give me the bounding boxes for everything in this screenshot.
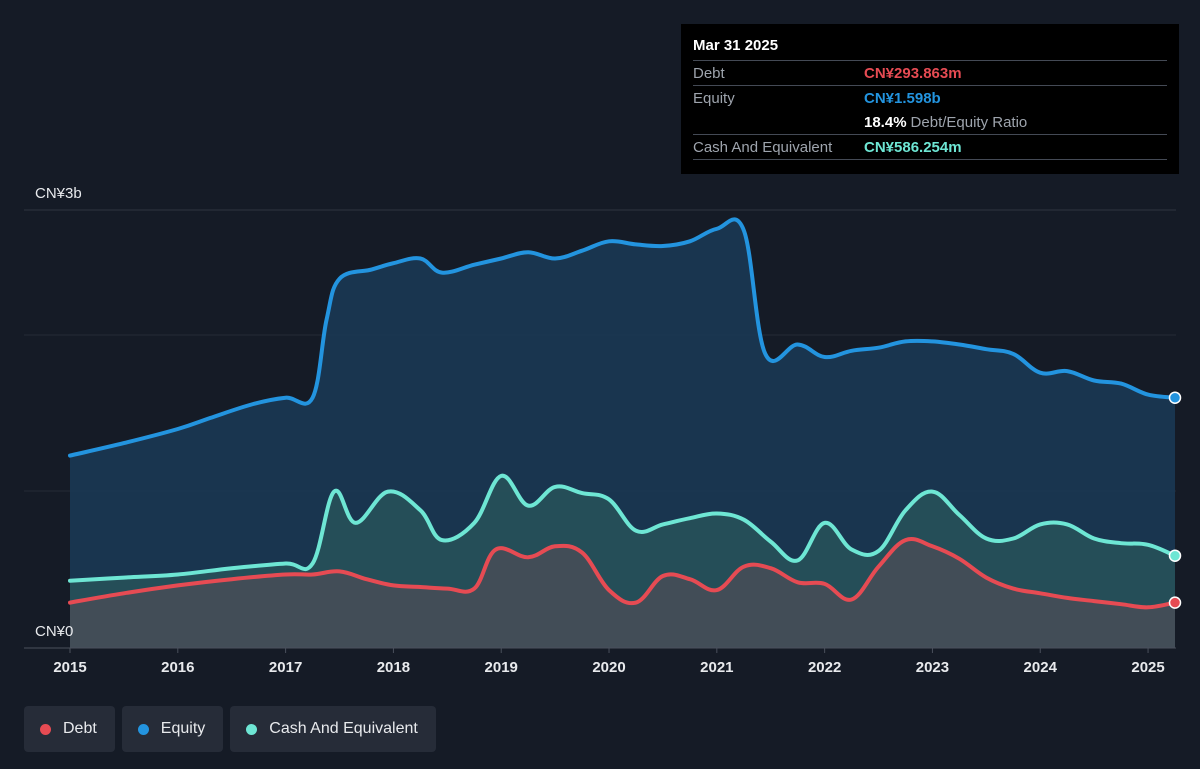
tooltip-equity-value: CN¥1.598b bbox=[864, 89, 941, 107]
chart-legend: Debt Equity Cash And Equivalent bbox=[24, 706, 436, 752]
x-tick-label-2017: 2017 bbox=[269, 659, 302, 676]
legend-dot-debt bbox=[40, 723, 51, 735]
legend-item-debt[interactable]: Debt bbox=[24, 706, 115, 752]
cash-endpoint-marker[interactable] bbox=[1168, 549, 1182, 562]
x-tick-label-2018: 2018 bbox=[377, 659, 410, 676]
series-lines bbox=[68, 217, 1177, 610]
x-tick-label-2016: 2016 bbox=[161, 659, 194, 676]
y-tick-label-max: CN¥3b bbox=[35, 185, 82, 202]
tooltip-debt-row: Debt CN¥293.863m bbox=[693, 60, 1167, 85]
tooltip-cash-row: Cash And Equivalent CN¥586.254m bbox=[693, 134, 1167, 160]
equity-line bbox=[68, 217, 1177, 458]
data-tooltip: Mar 31 2025 Debt CN¥293.863m Equity CN¥1… bbox=[681, 24, 1179, 174]
legend-dot-equity bbox=[137, 723, 149, 735]
legend-dot-cash bbox=[246, 723, 258, 735]
tooltip-ratio-row: 18.4% Debt/Equity Ratio bbox=[693, 110, 1167, 134]
x-tick-label-2024: 2024 bbox=[1024, 659, 1058, 676]
tooltip-equity-label: Equity bbox=[693, 89, 735, 107]
x-axis-ticks: 2015 2016 2017 2018 2019 2020 2021 2022 2023 2024… bbox=[53, 648, 1165, 676]
tooltip-ratio-label: Debt/Equity Ratio bbox=[910, 113, 1028, 131]
tooltip-debt-label: Debt bbox=[693, 64, 725, 82]
legend-label-debt: Debt bbox=[63, 720, 97, 737]
tooltip-equity-row: Equity CN¥1.598b bbox=[693, 85, 1167, 110]
x-tick-label-2023: 2023 bbox=[916, 659, 949, 676]
tooltip-date: Mar 31 2025 bbox=[693, 37, 779, 54]
legend-label-cash: Cash And Equivalent bbox=[269, 720, 418, 737]
x-tick-label-2019: 2019 bbox=[485, 659, 518, 676]
debt-endpoint-marker[interactable] bbox=[1168, 596, 1182, 609]
tooltip-cash-value: CN¥586.254m bbox=[864, 138, 962, 156]
series-areas bbox=[70, 219, 1175, 648]
x-tick-label-2025: 2025 bbox=[1131, 659, 1164, 676]
debt-line bbox=[68, 537, 1177, 610]
equity-endpoint-marker[interactable] bbox=[1168, 391, 1182, 404]
tooltip-cash-label: Cash And Equivalent bbox=[693, 138, 833, 156]
legend-item-equity[interactable]: Equity bbox=[121, 706, 224, 752]
x-tick-label-2020: 2020 bbox=[592, 659, 625, 676]
x-tick-label-2015: 2015 bbox=[53, 659, 86, 676]
legend-label-equity: Equity bbox=[160, 720, 206, 737]
cash-line bbox=[68, 473, 1177, 583]
x-tick-label-2022: 2022 bbox=[808, 659, 841, 676]
legend-item-cash[interactable]: Cash And Equivalent bbox=[230, 706, 436, 752]
y-tick-label-zero: CN¥0 bbox=[35, 623, 73, 640]
tooltip-debt-value: CN¥293.863m bbox=[864, 64, 962, 82]
debt-area bbox=[70, 538, 1175, 648]
x-tick-label-2021: 2021 bbox=[700, 659, 733, 676]
tooltip-ratio-value: 18.4% bbox=[864, 113, 907, 131]
series-endpoints bbox=[1168, 391, 1182, 609]
